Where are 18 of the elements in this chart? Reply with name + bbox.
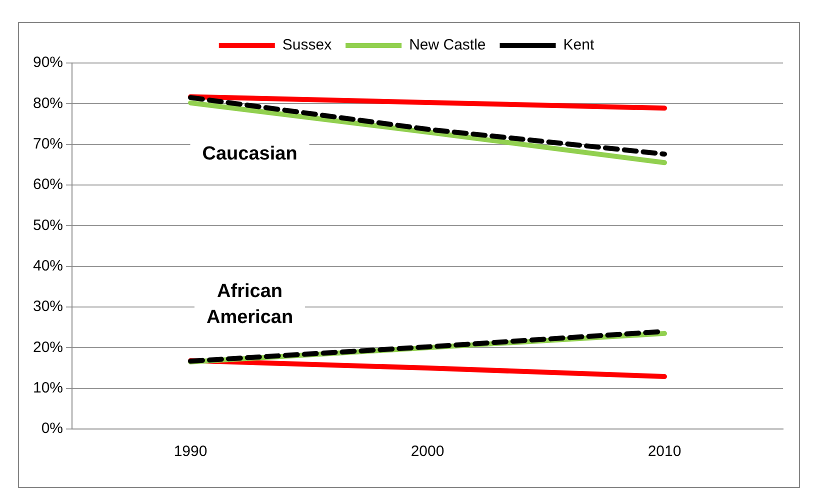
y-tick-label: 90% (32, 54, 64, 72)
y-tick-label: 40% (32, 257, 64, 274)
x-tick-label: 1990 (174, 443, 208, 460)
y-tick-label: 20% (32, 338, 64, 356)
y-tick-label: 50% (32, 216, 64, 234)
y-tick-label: 80% (32, 94, 64, 112)
annotation: African American (206, 280, 294, 328)
annotation: Caucasian (202, 144, 298, 165)
legend-label: Sussex (282, 36, 332, 54)
legend-label: New Castle (409, 36, 486, 54)
y-tick-label: 10% (32, 379, 64, 396)
x-tick-label: 2000 (410, 443, 444, 460)
y-tick-label: 30% (32, 298, 64, 316)
y-tick-label: 70% (32, 135, 64, 152)
legend-label: Kent (563, 36, 595, 54)
x-tick-label: 2010 (648, 443, 682, 460)
y-tick-label: 0% (41, 420, 64, 438)
y-tick-label: 60% (32, 176, 64, 194)
